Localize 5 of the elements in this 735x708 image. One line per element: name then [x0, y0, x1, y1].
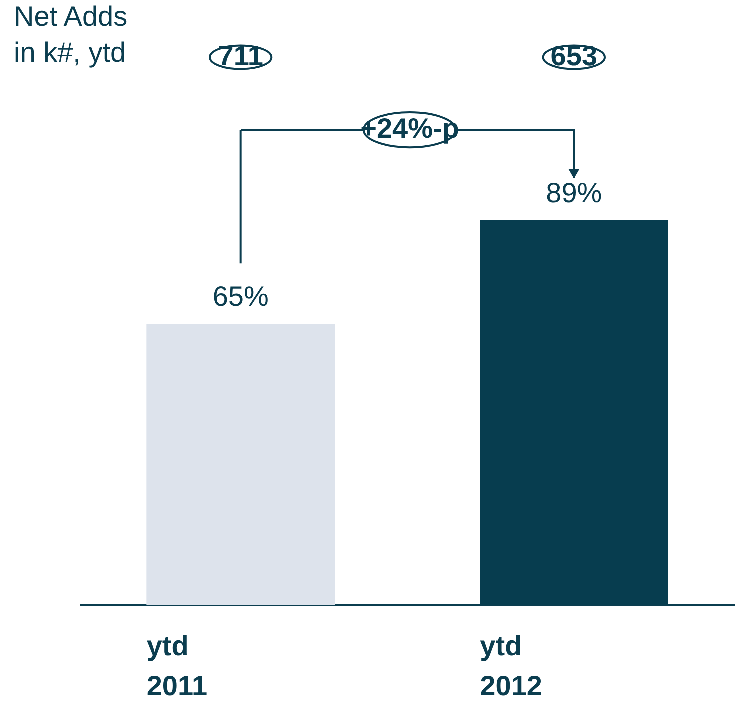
x-tick-label: ytd 2012	[480, 630, 542, 702]
data-label: 89%	[546, 177, 602, 208]
x-tick-label: ytd 2011	[146, 630, 208, 702]
data-label: 65%	[212, 281, 269, 312]
annotation: Net Adds in k#, ytd	[14, 1, 128, 68]
